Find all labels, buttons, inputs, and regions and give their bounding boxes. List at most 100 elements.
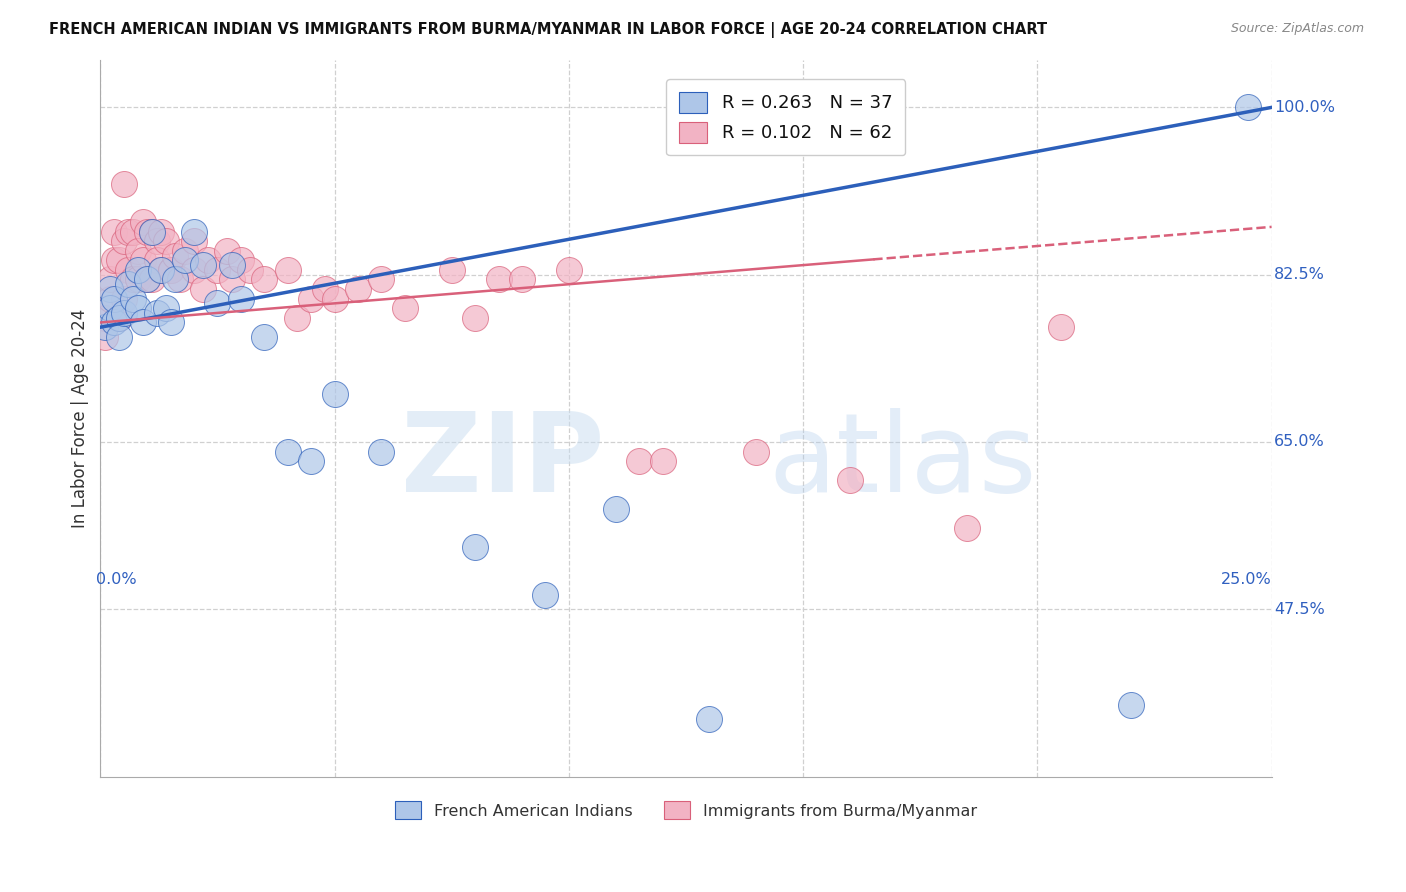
Point <box>651 454 673 468</box>
Point <box>299 454 322 468</box>
Point <box>229 292 252 306</box>
Point <box>207 263 229 277</box>
Text: 25.0%: 25.0% <box>1220 572 1271 587</box>
Point <box>131 316 153 330</box>
Point <box>323 292 346 306</box>
Point <box>314 282 336 296</box>
Point <box>221 258 243 272</box>
Point <box>173 244 195 258</box>
Point <box>98 282 121 296</box>
Point <box>215 244 238 258</box>
Point <box>534 588 557 602</box>
Point <box>108 330 131 344</box>
Point <box>207 296 229 310</box>
Point <box>221 272 243 286</box>
Point <box>510 272 533 286</box>
Point <box>558 263 581 277</box>
Point <box>285 310 308 325</box>
Point <box>131 215 153 229</box>
Point <box>169 272 191 286</box>
Point <box>165 272 187 286</box>
Point <box>98 301 121 315</box>
Point <box>239 263 262 277</box>
Point <box>159 316 181 330</box>
Point <box>145 234 167 248</box>
Point <box>183 263 205 277</box>
Point <box>323 387 346 401</box>
Y-axis label: In Labor Force | Age 20-24: In Labor Force | Age 20-24 <box>72 309 89 528</box>
Point <box>112 234 135 248</box>
Point <box>150 263 173 277</box>
Point <box>370 444 392 458</box>
Point <box>277 444 299 458</box>
Point <box>112 306 135 320</box>
Legend: French American Indians, Immigrants from Burma/Myanmar: French American Indians, Immigrants from… <box>389 795 983 826</box>
Point <box>127 263 149 277</box>
Point <box>108 310 131 325</box>
Point <box>183 225 205 239</box>
Point <box>141 225 163 239</box>
Point <box>956 521 979 535</box>
Point <box>127 272 149 286</box>
Point <box>131 253 153 268</box>
Point <box>145 306 167 320</box>
Point <box>165 248 187 262</box>
Point <box>141 272 163 286</box>
Point <box>745 444 768 458</box>
Point <box>117 263 139 277</box>
Text: Source: ZipAtlas.com: Source: ZipAtlas.com <box>1230 22 1364 36</box>
Text: 65.0%: 65.0% <box>1274 434 1324 450</box>
Point <box>112 292 135 306</box>
Point <box>103 225 125 239</box>
Point <box>1049 320 1071 334</box>
Point <box>440 263 463 277</box>
Point <box>94 320 117 334</box>
Point <box>103 292 125 306</box>
Point <box>605 501 627 516</box>
Point <box>117 277 139 292</box>
Point <box>628 454 651 468</box>
Point <box>699 712 721 726</box>
Point <box>370 272 392 286</box>
Point <box>173 253 195 268</box>
Point <box>159 263 181 277</box>
Point <box>103 253 125 268</box>
Point <box>394 301 416 315</box>
Point <box>145 253 167 268</box>
Point <box>108 310 131 325</box>
Text: 82.5%: 82.5% <box>1274 268 1324 282</box>
Point <box>155 234 177 248</box>
Point <box>122 272 145 286</box>
Point <box>112 177 135 191</box>
Point <box>117 225 139 239</box>
Point <box>159 263 181 277</box>
Point <box>150 225 173 239</box>
Point <box>98 292 121 306</box>
Point <box>155 301 177 315</box>
Point <box>136 225 159 239</box>
Text: FRENCH AMERICAN INDIAN VS IMMIGRANTS FROM BURMA/MYANMAR IN LABOR FORCE | AGE 20-: FRENCH AMERICAN INDIAN VS IMMIGRANTS FRO… <box>49 22 1047 38</box>
Text: ZIP: ZIP <box>401 408 605 515</box>
Point <box>464 310 486 325</box>
Point <box>1119 698 1142 712</box>
Point <box>136 272 159 286</box>
Point <box>127 244 149 258</box>
Point <box>193 282 215 296</box>
Point <box>253 330 276 344</box>
Point <box>839 473 862 487</box>
Point <box>1237 100 1260 114</box>
Point <box>299 292 322 306</box>
Point <box>183 234 205 248</box>
Text: atlas: atlas <box>768 408 1036 515</box>
Point <box>197 253 219 268</box>
Point <box>122 292 145 306</box>
Point <box>464 540 486 554</box>
Point <box>229 253 252 268</box>
Point <box>122 225 145 239</box>
Text: 100.0%: 100.0% <box>1274 100 1334 115</box>
Point <box>150 263 173 277</box>
Point <box>277 263 299 277</box>
Point <box>141 225 163 239</box>
Point <box>136 272 159 286</box>
Point <box>347 282 370 296</box>
